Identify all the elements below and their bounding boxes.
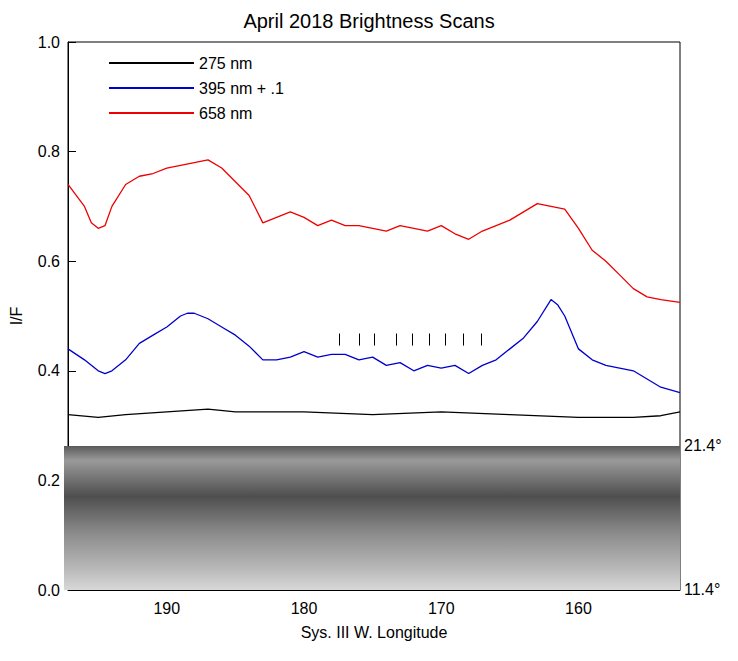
svg-text:275 nm: 275 nm [199, 55, 252, 72]
svg-text:April 2018 Brightness Scans: April 2018 Brightness Scans [243, 10, 494, 32]
svg-text:180: 180 [291, 600, 318, 617]
svg-text:0.4: 0.4 [38, 362, 60, 379]
svg-text:0.8: 0.8 [38, 143, 60, 160]
svg-text:0.2: 0.2 [38, 472, 60, 489]
svg-text:1.0: 1.0 [38, 34, 60, 51]
svg-text:190: 190 [153, 600, 180, 617]
svg-text:170: 170 [428, 600, 455, 617]
svg-text:0.0: 0.0 [38, 582, 60, 599]
svg-text:Sys. III W. Longitude: Sys. III W. Longitude [301, 624, 448, 641]
svg-text:658 nm: 658 nm [199, 105, 252, 122]
svg-text:160: 160 [565, 600, 592, 617]
svg-text:395 nm + .1: 395 nm + .1 [199, 80, 284, 97]
svg-text:11.4°: 11.4° [684, 581, 720, 598]
svg-text:I/F: I/F [8, 306, 25, 325]
svg-text:0.6: 0.6 [38, 253, 60, 270]
svg-text:21.4°: 21.4° [684, 437, 722, 454]
